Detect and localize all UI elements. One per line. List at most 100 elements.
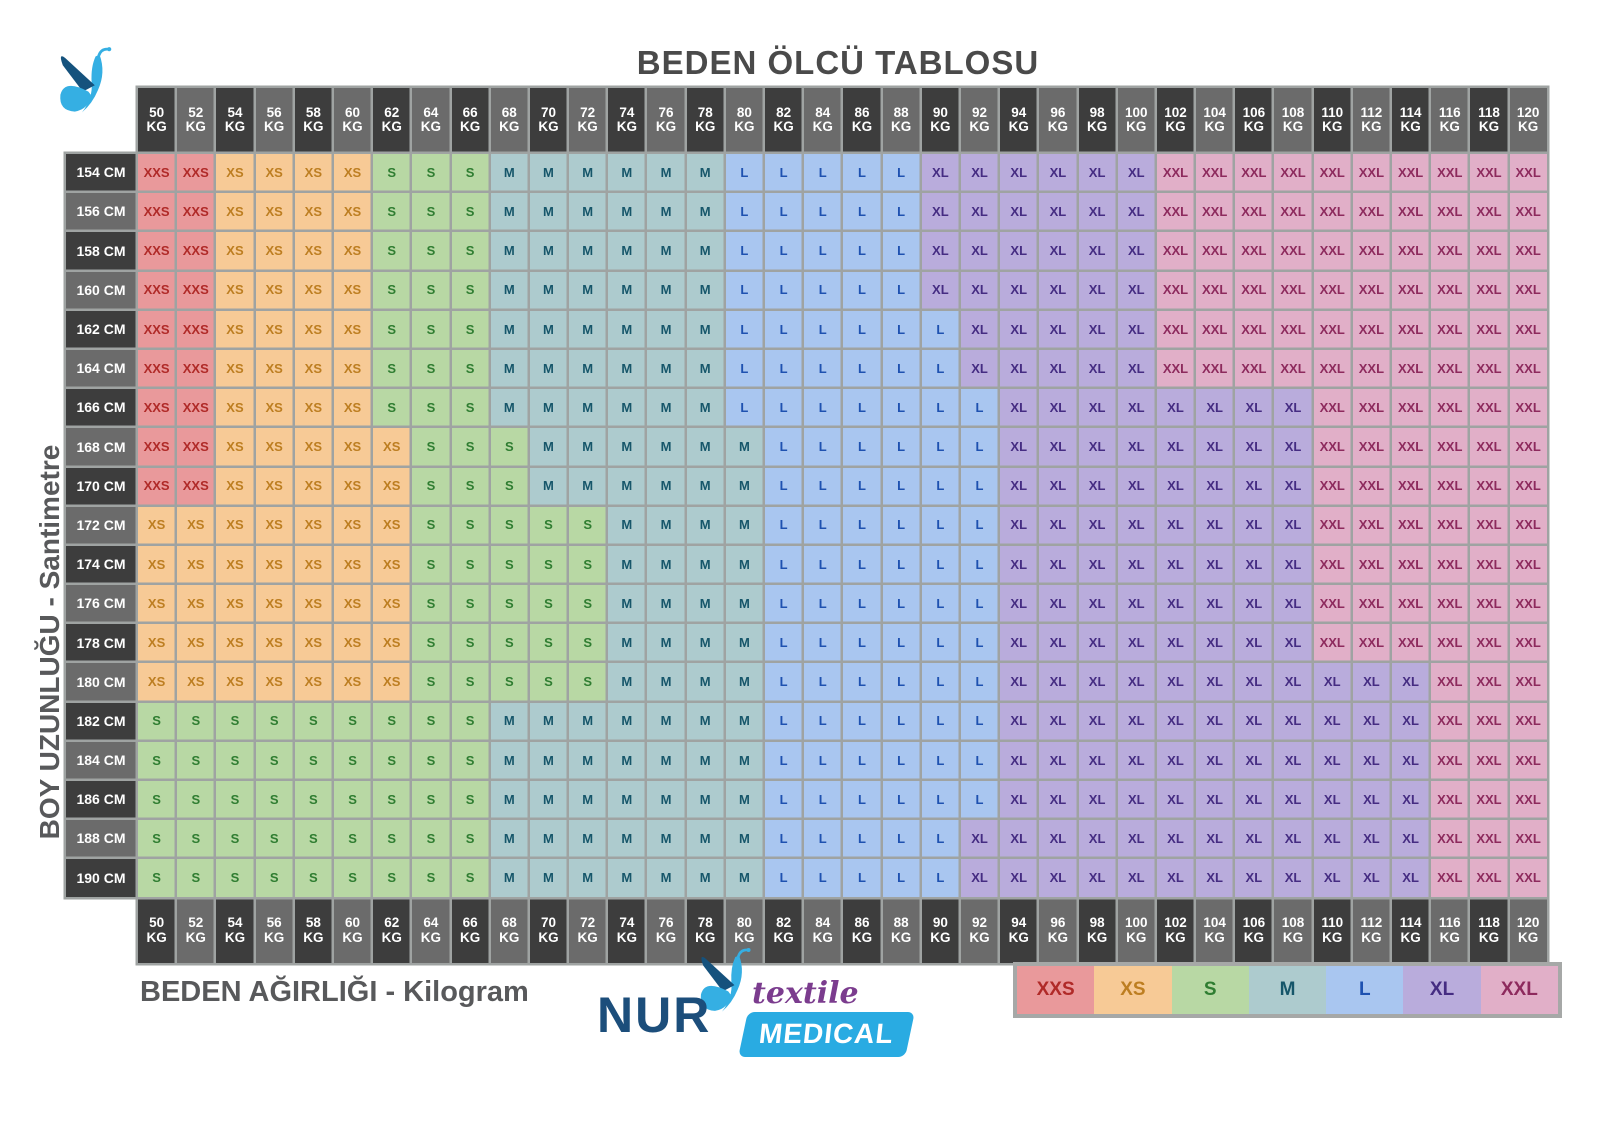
weight-unit: KG xyxy=(891,929,912,945)
size-cell: M xyxy=(686,428,724,466)
weight-value: 104 xyxy=(1203,104,1226,120)
weight-header-cell: 110 KG xyxy=(1313,898,1351,963)
weight-value: 68 xyxy=(501,915,517,931)
size-cell: L xyxy=(843,349,881,388)
weight-value: 50 xyxy=(149,104,165,120)
size-cell: M xyxy=(608,193,646,231)
weight-unit: KG xyxy=(264,929,285,945)
weight-value: 76 xyxy=(658,104,674,120)
weight-value: 66 xyxy=(462,104,478,120)
x-axis-label: BEDEN AĞIRLIĞI - Kilogram xyxy=(140,976,529,1008)
size-cell: M xyxy=(608,310,646,348)
size-cell: S xyxy=(451,506,489,544)
size-cell: XS xyxy=(294,663,332,701)
size-cell: L xyxy=(765,349,803,388)
size-cell: XXL xyxy=(1313,349,1351,388)
height-header-cell: 168 CM xyxy=(66,428,136,466)
size-cell: XL xyxy=(1000,820,1038,858)
size-cell: XS xyxy=(373,506,411,544)
size-cell: L xyxy=(725,193,763,231)
size-cell: L xyxy=(921,781,959,819)
size-cell: XL xyxy=(1117,428,1155,466)
size-cell: M xyxy=(686,467,724,505)
size-cell: L xyxy=(804,859,842,897)
weight-unit: KG xyxy=(1126,119,1147,134)
size-cell: XXL xyxy=(1352,271,1390,309)
size-cell: XL xyxy=(1117,585,1155,623)
size-cell: XL xyxy=(960,310,999,348)
size-cell: L xyxy=(725,389,763,427)
size-cell: L xyxy=(882,585,920,623)
weight-unit: KG xyxy=(616,119,637,134)
weight-unit: KG xyxy=(1126,929,1147,945)
size-cell: XL xyxy=(1039,389,1077,427)
size-cell: XS xyxy=(333,428,372,466)
size-cell: XS xyxy=(333,467,372,505)
size-cell: XXL xyxy=(1509,310,1547,348)
size-cell: XL xyxy=(1274,506,1312,544)
size-cell: XXL xyxy=(1392,545,1430,584)
size-cell: M xyxy=(490,271,528,309)
size-cell: M xyxy=(569,193,607,231)
size-cell: XXL xyxy=(1431,781,1469,819)
size-cell: XL xyxy=(1000,232,1038,270)
size-cell: L xyxy=(960,702,999,740)
size-cell: XXL xyxy=(1509,389,1547,427)
weight-header-cell: 92 KG xyxy=(960,898,999,963)
size-cell: XS xyxy=(216,389,254,427)
size-cell: XS xyxy=(255,349,293,388)
size-cell: XL xyxy=(1274,585,1312,623)
size-cell: XXL xyxy=(1313,193,1351,231)
size-cell: L xyxy=(960,663,999,701)
size-cell: L xyxy=(804,702,842,740)
size-cell: S xyxy=(451,428,489,466)
size-cell: S xyxy=(529,545,568,584)
size-cell: L xyxy=(882,389,920,427)
size-cell: M xyxy=(569,781,607,819)
weight-value: 102 xyxy=(1164,104,1187,120)
size-cell: XL xyxy=(1000,428,1038,466)
weight-header-cell: 114 KG xyxy=(1392,898,1430,963)
size-cell: XL xyxy=(1352,663,1390,701)
size-cell: XL xyxy=(1000,389,1038,427)
weight-unit: KG xyxy=(616,929,637,945)
size-cell: XL xyxy=(1117,781,1155,819)
size-cell: L xyxy=(765,154,803,192)
size-cell: S xyxy=(451,781,489,819)
size-cell: XS xyxy=(373,624,411,662)
size-cell: M xyxy=(608,781,646,819)
weight-value: 76 xyxy=(658,915,674,931)
size-cell: M xyxy=(569,232,607,270)
size-cell: L xyxy=(921,859,959,897)
weight-value: 66 xyxy=(462,915,478,931)
size-cell: L xyxy=(960,781,999,819)
size-cell: M xyxy=(529,781,568,819)
size-cell: XXL xyxy=(1313,467,1351,505)
size-cell: M xyxy=(647,310,685,348)
size-cell: XXL xyxy=(1470,741,1508,779)
size-cell: XXL xyxy=(1156,232,1195,270)
height-header-cell: 180 CM xyxy=(66,663,136,701)
size-cell: XL xyxy=(1196,428,1234,466)
size-cell: S xyxy=(373,389,411,427)
weight-unit: KG xyxy=(577,119,598,134)
size-cell: XL xyxy=(1078,585,1116,623)
size-cell: L xyxy=(843,428,881,466)
size-cell: S xyxy=(255,702,293,740)
size-cell: XL xyxy=(1039,624,1077,662)
weight-value: 108 xyxy=(1281,104,1305,120)
size-cell: S xyxy=(490,428,528,466)
size-cell: XXL xyxy=(1392,310,1430,348)
size-cell: S xyxy=(412,467,450,505)
legend-swatch-xl: XL xyxy=(1403,966,1481,1014)
size-cell: L xyxy=(843,193,881,231)
weight-unit: KG xyxy=(1439,119,1460,134)
size-cell: M xyxy=(686,271,724,309)
size-cell: XXL xyxy=(1509,467,1547,505)
size-cell: M xyxy=(529,232,568,270)
size-cell: M xyxy=(686,232,724,270)
size-cell: XL xyxy=(1039,193,1077,231)
weight-header-cell: 88 KG xyxy=(882,898,920,963)
size-cell: XL xyxy=(1235,859,1273,897)
size-cell: XXL xyxy=(1509,193,1547,231)
